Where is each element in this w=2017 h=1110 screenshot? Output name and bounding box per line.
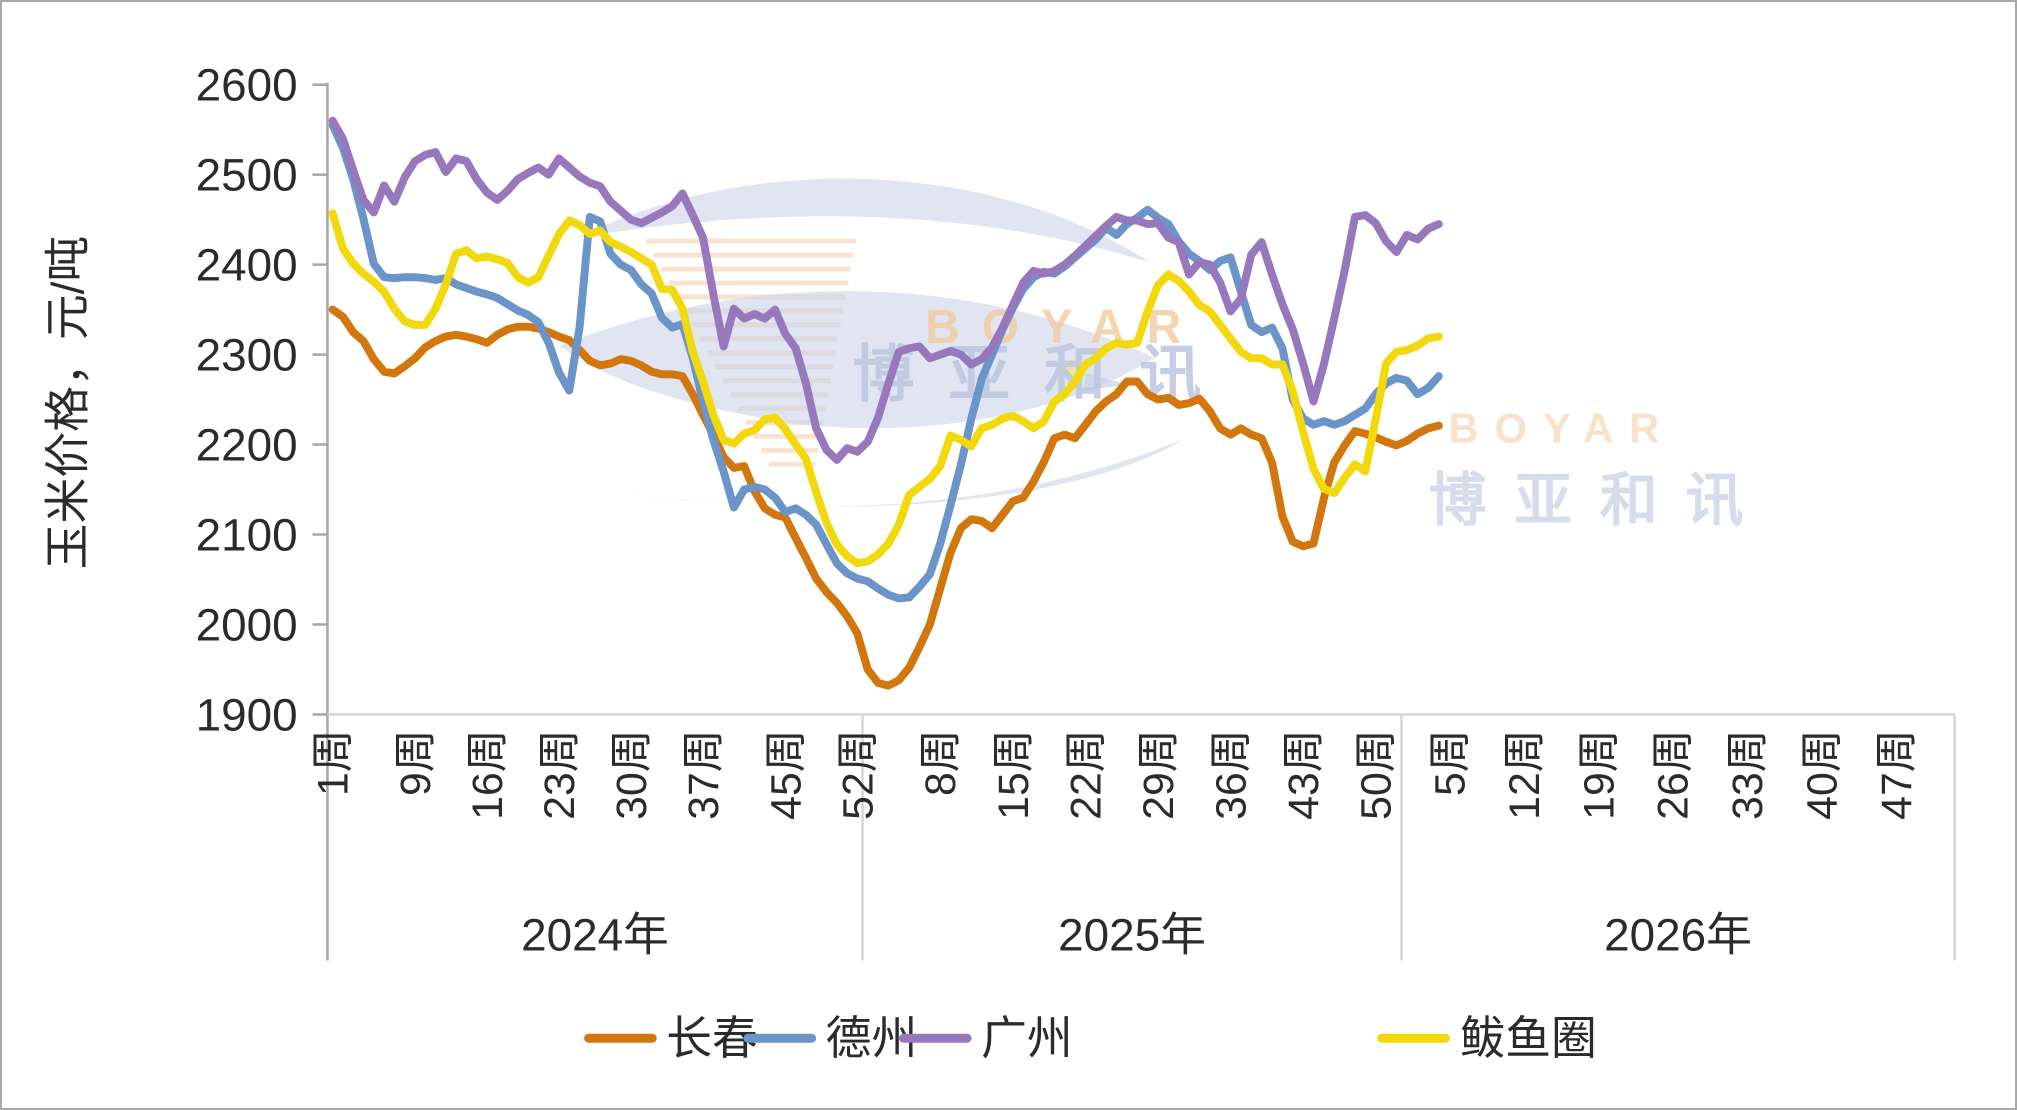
y-tick-label: 2400 — [196, 240, 298, 291]
x-tick-label: 40周 — [1799, 729, 1847, 819]
x-tick-label: 9周 — [392, 729, 440, 796]
x-axis: 1周 9周 16周 23周 30周 37周 45周 52周 2024年 8周 15周 22周 29周 36… — [310, 713, 1956, 961]
watermark-bird-beak-icon — [1083, 372, 1128, 391]
y-tick-label: 2600 — [196, 60, 298, 111]
year-label: 2025年 — [1058, 910, 1206, 961]
x-tick-label: 15周 — [990, 729, 1038, 819]
x-tick-label: 12周 — [1501, 729, 1549, 819]
y-tick-label: 2300 — [196, 330, 298, 381]
year-label: 2024年 — [521, 910, 669, 961]
series-line-guangzhou — [328, 116, 1443, 464]
x-tick-label: 29周 — [1135, 729, 1183, 819]
x-tick-label: 33周 — [1724, 729, 1772, 819]
x-tick-label: 5周 — [1426, 729, 1474, 796]
watermark-bird-upper-wing-icon — [576, 178, 1152, 264]
x-tick-label: 16周 — [464, 729, 512, 819]
watermark-cjk-text-2: 博亚和讯 — [1428, 469, 1771, 533]
x-tick-label: 45周 — [762, 729, 810, 819]
series-line-dezhou — [328, 121, 1443, 603]
x-tick-label: 8周 — [917, 729, 965, 796]
series-line-changchun — [328, 305, 1443, 690]
y-tick-label: 2500 — [196, 150, 298, 201]
y-axis-title: 玉米价格，元/吨 — [42, 236, 93, 570]
y-tick-label: 2200 — [196, 419, 298, 470]
y-tick-label: 1900 — [196, 689, 298, 740]
x-tick-label: 23周 — [536, 729, 584, 819]
x-tick-label: 36周 — [1207, 729, 1255, 819]
x-tick-label: 37周 — [680, 729, 728, 819]
x-tick-label: 43周 — [1280, 729, 1328, 819]
y-tick-label: 2100 — [196, 509, 298, 560]
year-label: 2026年 — [1604, 910, 1752, 961]
legend-label-changchun: 长春 — [666, 1013, 758, 1064]
x-tick-label: 1周 — [310, 729, 358, 796]
legend-label-guangzhou: 广州 — [981, 1013, 1073, 1064]
series-line-bayuquan — [328, 209, 1443, 568]
watermark-bird-underline-icon — [613, 438, 1186, 507]
legend: 长春 德州 广州 鲅鱼圈 — [584, 1013, 1597, 1064]
y-tick-label: 2000 — [196, 599, 298, 650]
x-tick-label: 30周 — [608, 729, 656, 819]
x-tick-label: 52周 — [834, 729, 882, 819]
x-tick-label: 50周 — [1353, 729, 1401, 819]
x-tick-label: 22周 — [1062, 729, 1110, 819]
y-axis: 2600 2500 2400 2300 2200 2100 2000 1900 — [196, 60, 329, 961]
series-lines — [328, 116, 1443, 690]
x-tick-label: 26周 — [1650, 729, 1698, 819]
legend-label-bayuquan: 鲅鱼圈 — [1459, 1013, 1596, 1064]
x-tick-label: 47周 — [1873, 729, 1921, 819]
x-tick-label: 19周 — [1575, 729, 1623, 819]
watermark-cjk-text: 博亚和讯 — [853, 341, 1236, 410]
watermark-boyar-text-2: BOYAR — [1448, 404, 1675, 451]
